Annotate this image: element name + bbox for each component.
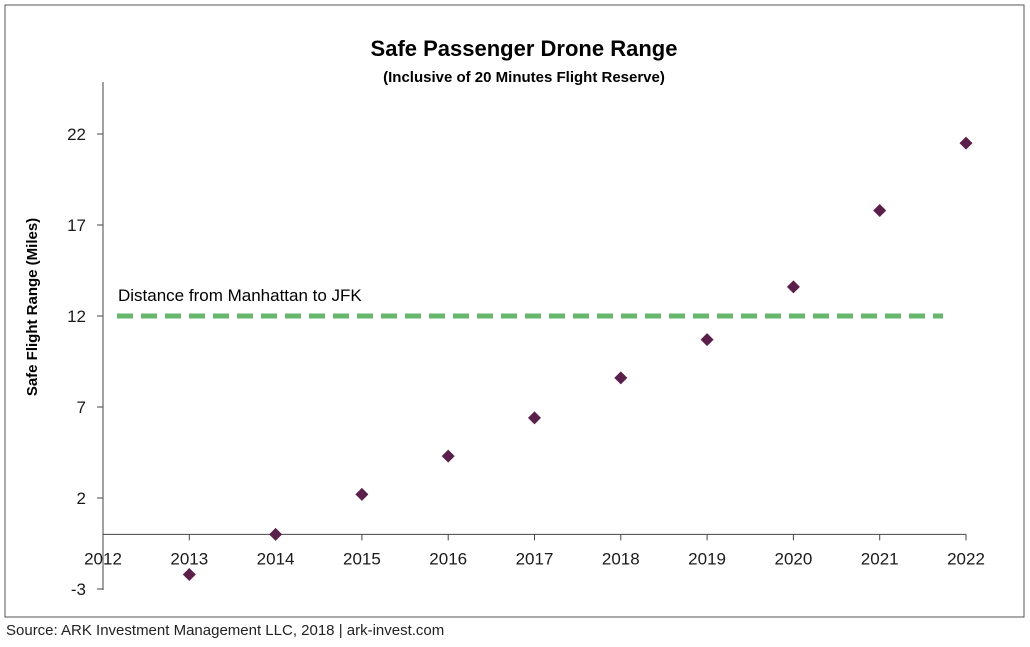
plot-area: -3 2 7 12 17 22 2012 2013 2014 2015 2016 2017 2018 20… (67, 82, 985, 599)
data-point (355, 487, 369, 501)
x-tick-label: 2012 (84, 549, 122, 568)
data-point (614, 371, 628, 385)
x-tick-label: 2020 (774, 549, 812, 568)
chart-frame (4, 4, 1025, 618)
reference-line-label: Distance from Manhattan to JFK (118, 286, 362, 305)
data-point (959, 136, 973, 150)
data-point (700, 333, 714, 347)
y-axis-label: Safe Flight Range (Miles) (24, 218, 41, 396)
data-point (873, 203, 887, 217)
y-tick-label: 2 (77, 489, 86, 508)
x-tick-label: 2013 (170, 549, 208, 568)
x-tick-label: 2017 (516, 549, 554, 568)
x-tick-label: 2018 (602, 549, 640, 568)
y-tick-label: -3 (71, 580, 86, 599)
x-tick-label: 2021 (861, 549, 899, 568)
data-point (528, 411, 541, 425)
x-tick-label: 2022 (947, 549, 985, 568)
source-note: Source: ARK Investment Management LLC, 2… (6, 622, 445, 639)
data-point (269, 527, 283, 541)
chart: Safe Passenger Drone Range (Inclusive of… (4, 4, 1025, 618)
y-tick-label: 22 (67, 125, 86, 144)
y-tick-label: 12 (67, 307, 86, 326)
chart-title: Safe Passenger Drone Range (371, 36, 678, 61)
y-tick-label: 17 (67, 216, 86, 235)
x-tick-label: 2014 (257, 549, 295, 568)
x-tick-label: 2019 (688, 549, 726, 568)
data-point (182, 567, 196, 581)
x-tick-label: 2016 (429, 549, 467, 568)
x-tick-label: 2015 (343, 549, 381, 568)
chart-subtitle: (Inclusive of 20 Minutes Flight Reserve) (383, 69, 665, 86)
data-point (786, 280, 800, 294)
y-tick-label: 7 (77, 398, 86, 417)
data-point (441, 449, 455, 463)
